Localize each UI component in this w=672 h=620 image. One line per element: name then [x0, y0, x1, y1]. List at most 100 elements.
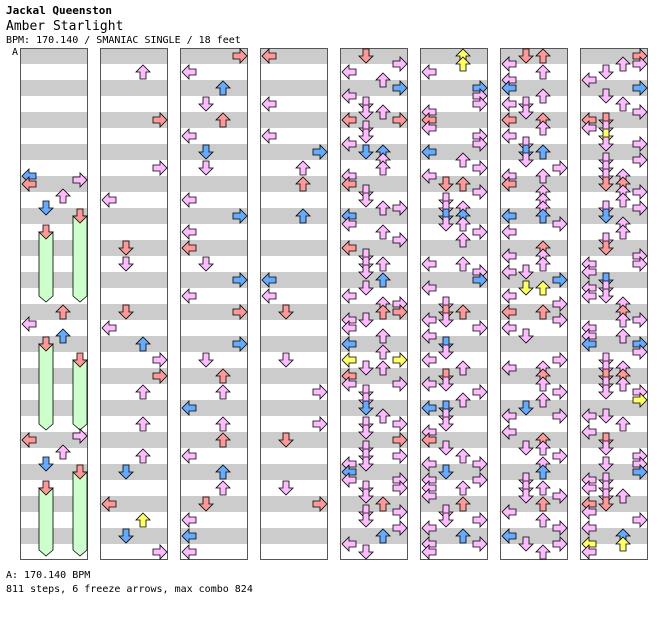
step-arrow: [375, 496, 391, 512]
step-arrow: [421, 352, 437, 368]
step-arrow: [152, 368, 168, 384]
step-arrow: [358, 456, 374, 472]
step-arrow: [632, 80, 648, 96]
step-arrow: [21, 432, 37, 448]
step-arrow: [501, 96, 517, 112]
freeze-arrow: [38, 487, 54, 557]
step-arrow: [358, 128, 374, 144]
step-arrow: [581, 120, 597, 136]
step-arrow: [232, 336, 248, 352]
step-arrow: [118, 528, 134, 544]
step-arrow: [535, 544, 551, 560]
step-arrow: [38, 224, 54, 240]
step-arrow: [358, 256, 374, 272]
step-arrow: [598, 480, 614, 496]
step-arrow: [472, 536, 488, 552]
step-arrow: [501, 112, 517, 128]
step-arrow: [598, 232, 614, 248]
step-arrow: [535, 208, 551, 224]
step-arrow: [455, 480, 471, 496]
step-arrow: [421, 432, 437, 448]
step-arrow: [215, 464, 231, 480]
step-arrow: [392, 304, 408, 320]
step-arrow: [181, 288, 197, 304]
step-arrow: [501, 128, 517, 144]
step-arrow: [341, 240, 357, 256]
step-arrow: [421, 256, 437, 272]
step-arrow: [358, 144, 374, 160]
step-arrow: [392, 448, 408, 464]
step-arrow: [598, 160, 614, 176]
bpm-note: A: 170.140 BPM: [6, 570, 91, 581]
step-arrow: [598, 352, 614, 368]
step-arrow: [581, 336, 597, 352]
step-arrow: [615, 312, 631, 328]
step-arrow: [215, 416, 231, 432]
step-arrow: [632, 152, 648, 168]
step-arrow: [552, 296, 568, 312]
chart-meta: BPM: 170.140 / SMANIAC SINGLE / 18 feet: [6, 35, 241, 46]
freeze-arrow: [72, 215, 88, 303]
step-arrow: [421, 400, 437, 416]
step-arrow: [198, 144, 214, 160]
step-arrow: [518, 152, 534, 168]
step-arrow: [312, 496, 328, 512]
step-arrow: [118, 464, 134, 480]
step-arrow: [421, 328, 437, 344]
step-arrow: [598, 472, 614, 488]
step-arrow: [472, 320, 488, 336]
step-arrow: [518, 536, 534, 552]
step-arrow: [598, 496, 614, 512]
step-arrow: [501, 424, 517, 440]
chart-column: [260, 48, 328, 560]
step-arrow: [552, 312, 568, 328]
step-arrow: [358, 312, 374, 328]
step-arrow: [261, 272, 277, 288]
step-arrow: [581, 480, 597, 496]
step-arrow: [438, 296, 454, 312]
step-arrow: [552, 352, 568, 368]
chart-column: [100, 48, 168, 560]
step-arrow: [278, 304, 294, 320]
step-arrow: [358, 488, 374, 504]
step-arrow: [55, 444, 71, 460]
step-arrow: [118, 256, 134, 272]
step-arrow: [518, 472, 534, 488]
step-arrow: [581, 504, 597, 520]
step-arrow: [598, 152, 614, 168]
freeze-arrow: [72, 471, 88, 557]
step-arrow: [181, 448, 197, 464]
step-arrow: [72, 428, 88, 444]
step-arrow: [152, 112, 168, 128]
step-arrow: [198, 496, 214, 512]
step-arrow: [632, 312, 648, 328]
step-arrow: [472, 472, 488, 488]
step-arrow: [535, 256, 551, 272]
step-arrow: [455, 360, 471, 376]
step-arrow: [215, 480, 231, 496]
step-arrow: [341, 536, 357, 552]
step-arrow: [501, 224, 517, 240]
step-arrow: [535, 48, 551, 64]
step-arrow: [358, 184, 374, 200]
step-arrow: [152, 352, 168, 368]
step-arrow: [55, 304, 71, 320]
step-arrow: [358, 360, 374, 376]
step-arrow: [215, 112, 231, 128]
step-arrow: [152, 160, 168, 176]
step-arrow: [535, 392, 551, 408]
step-arrow: [135, 416, 151, 432]
step-arrow: [341, 136, 357, 152]
step-arrow: [552, 272, 568, 288]
step-arrow: [518, 480, 534, 496]
step-arrow: [552, 536, 568, 552]
step-arrow: [215, 368, 231, 384]
step-arrow: [501, 264, 517, 280]
step-arrow: [632, 104, 648, 120]
step-arrow: [392, 56, 408, 72]
step-arrow: [375, 408, 391, 424]
step-arrow: [518, 400, 534, 416]
step-arrow: [375, 104, 391, 120]
step-arrow: [535, 144, 551, 160]
step-arrow: [375, 200, 391, 216]
